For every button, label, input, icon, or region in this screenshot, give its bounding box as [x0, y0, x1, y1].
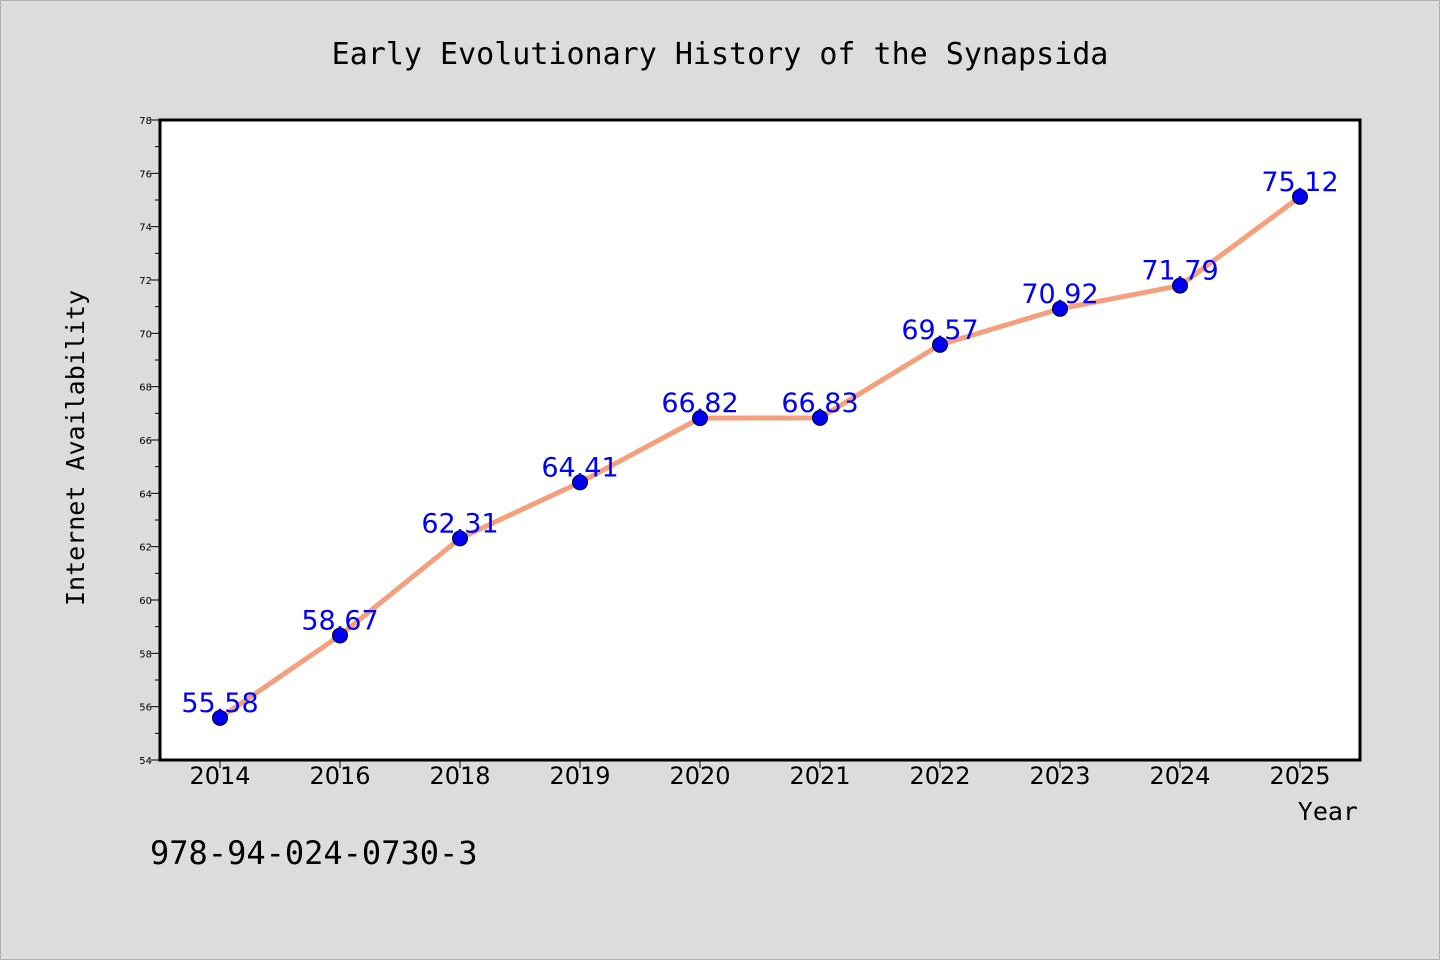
series-line [217, 194, 1303, 721]
data-point-marker [812, 409, 828, 426]
data-label: 69.57 [901, 315, 978, 346]
data-point-marker [212, 709, 228, 726]
y-tick-label: 62 [139, 543, 152, 554]
y-tick-label: 54 [139, 756, 152, 767]
data-label: 66.83 [781, 388, 858, 419]
data-labels: 55.58 58.67 62.31 64.41 66.82 66.83 69.57 70.92… [181, 167, 1338, 719]
data-point-marker [332, 627, 348, 644]
data-point-marker [572, 474, 588, 491]
axis-ticks: 54 56 58 60 62 64 66 68 70 72 74 76 78 2014 2016 2018 20… [139, 116, 1330, 790]
y-tick-label: 60 [139, 596, 152, 607]
data-label: 66.82 [661, 388, 738, 419]
x-tick-label: 2019 [549, 762, 610, 790]
y-tick-label: 64 [139, 489, 152, 500]
data-point-marker [452, 530, 468, 547]
data-label: 75.12 [1261, 167, 1338, 198]
chart-title: Early Evolutionary History of the Synaps… [332, 37, 1109, 72]
x-tick-label: 2018 [429, 762, 490, 790]
y-tick-label: 76 [139, 169, 152, 180]
data-markers [212, 188, 1308, 726]
data-point-marker [1292, 188, 1308, 205]
y-tick-label: 70 [139, 329, 152, 340]
y-tick-label: 72 [139, 276, 152, 287]
isbn-text: 978-94-024-0730-3 [150, 834, 478, 872]
x-tick-label: 2025 [1269, 762, 1330, 790]
y-axis-label: Internet Availability [61, 290, 90, 606]
plot-border [158, 118, 1362, 762]
series-line-group [217, 194, 1303, 721]
data-label: 62.31 [421, 508, 498, 539]
y-tick-label: 58 [139, 649, 152, 660]
data-point-marker [692, 410, 708, 427]
x-tick-label: 2021 [789, 762, 850, 790]
plot-area [160, 120, 1360, 760]
x-axis-label: Year [1298, 797, 1358, 826]
data-point-marker [1172, 277, 1188, 294]
data-point-marker [1052, 300, 1068, 317]
x-tick-label: 2024 [1149, 762, 1210, 790]
data-label: 64.41 [541, 452, 618, 483]
x-tick-label: 2023 [1029, 762, 1090, 790]
x-tick-label: 2016 [309, 762, 370, 790]
y-tick-label: 74 [139, 223, 152, 234]
y-tick-label: 68 [139, 383, 152, 394]
y-tick-label: 66 [139, 436, 152, 447]
x-tick-label: 2020 [669, 762, 730, 790]
data-label: 71.79 [1141, 256, 1218, 287]
data-point-marker [932, 336, 948, 353]
x-tick-label: 2014 [189, 762, 250, 790]
data-label: 55.58 [181, 688, 258, 719]
data-label: 58.67 [301, 605, 378, 636]
y-tick-label: 78 [139, 116, 152, 127]
x-tick-label: 2022 [909, 762, 970, 790]
data-label: 70.92 [1021, 279, 1098, 310]
y-tick-label: 56 [139, 703, 152, 714]
